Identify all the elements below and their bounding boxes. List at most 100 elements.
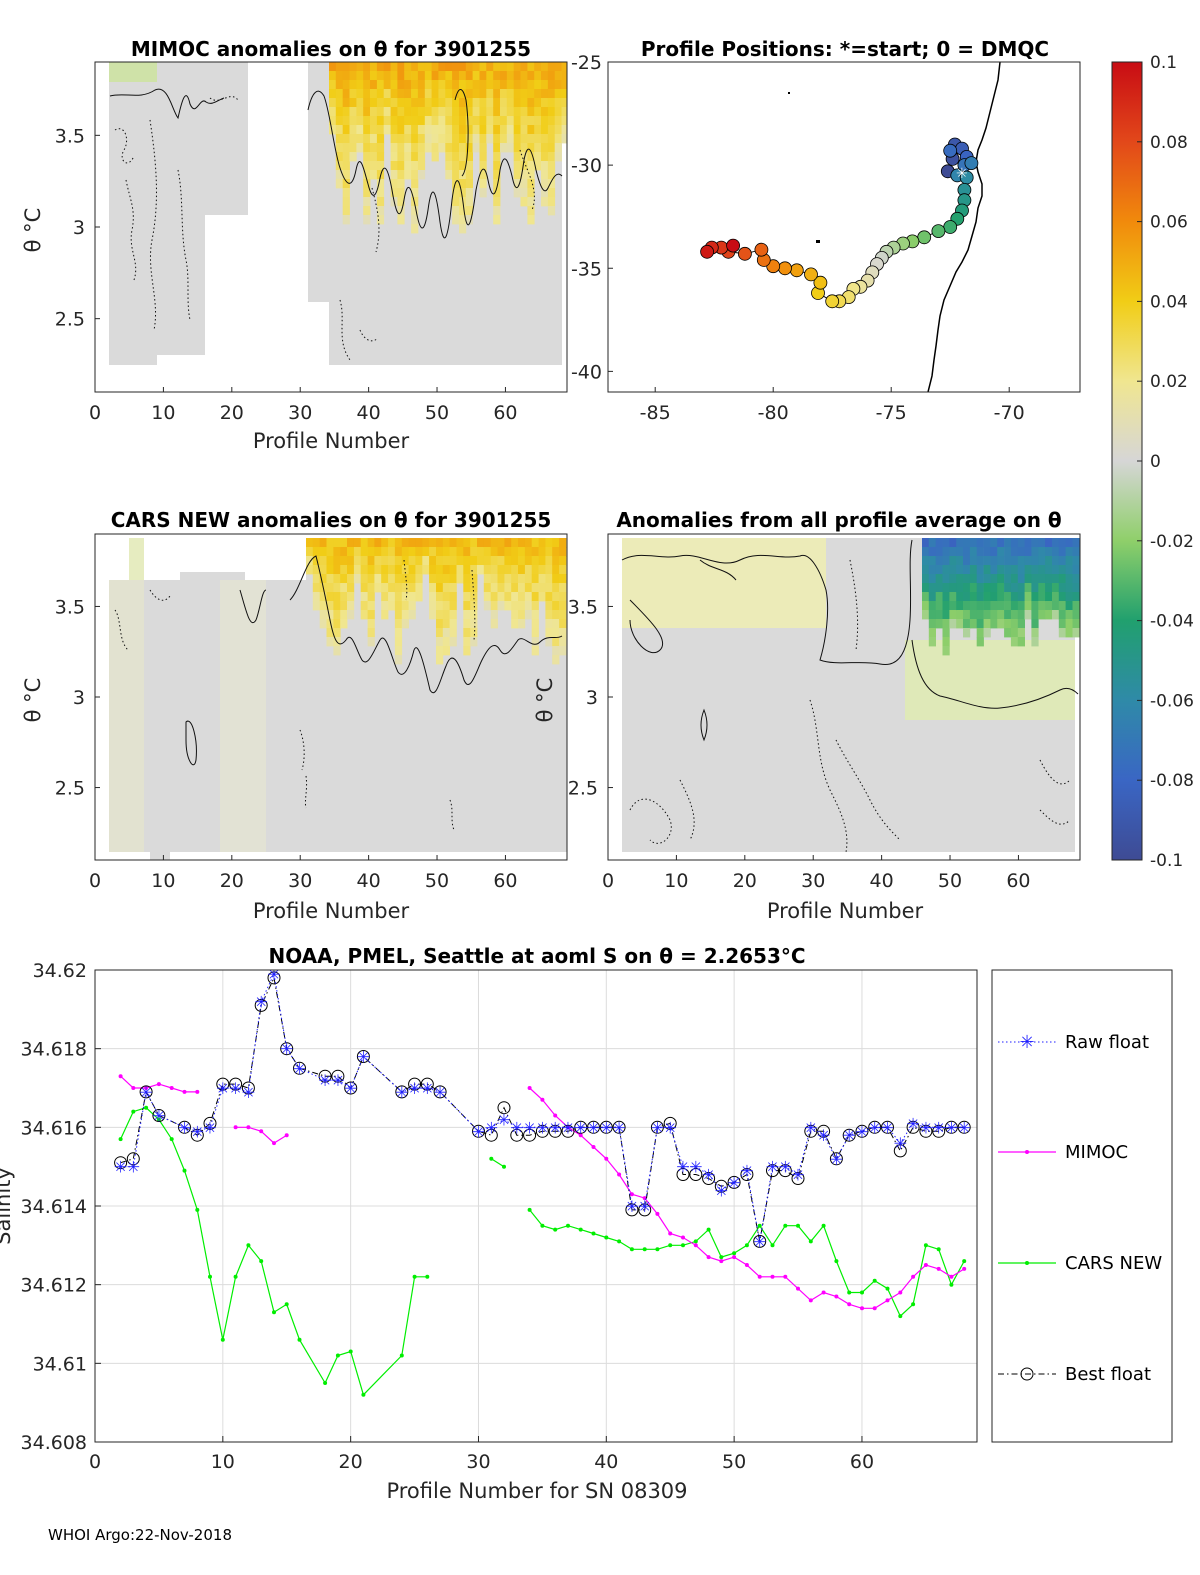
mimoc-xtick-label: 0 — [89, 402, 101, 424]
mimoc-warm-cell — [479, 134, 487, 144]
avg-cold-cell — [1052, 601, 1060, 611]
cars-warm-cell — [456, 556, 464, 566]
cars-warm-cell — [374, 538, 382, 548]
avg-cold-cell — [983, 538, 991, 548]
mimoc-warm-cell — [397, 161, 405, 171]
avg-cold-cell — [1031, 619, 1039, 629]
mimoc-warm-cell — [472, 134, 480, 144]
mimoc-warm-cell — [459, 116, 467, 126]
mimoc-point — [578, 1133, 583, 1138]
mimoc-point — [783, 1274, 788, 1279]
cars-warm-cell — [353, 565, 362, 575]
mimoc-warm-cell — [342, 134, 350, 144]
profile-position-marker — [754, 242, 769, 257]
cars-warm-cell — [470, 556, 478, 566]
cars-new-point — [693, 1239, 698, 1244]
avg-cold-cell — [949, 565, 957, 575]
cars-warm-cell — [470, 619, 478, 629]
cars-warm-cell — [415, 538, 423, 548]
mimoc-warm-cell — [486, 80, 494, 90]
avg-cold-cell — [949, 592, 957, 602]
mimoc-warm-cell — [342, 71, 350, 81]
cars-warm-cell — [347, 601, 355, 611]
raw-float-point: ✳ — [919, 1118, 932, 1137]
mimoc-warm-cell — [370, 80, 378, 90]
avg-cold-cell — [990, 565, 998, 575]
avg-cold-cell — [983, 592, 991, 602]
avg-cold-cell — [942, 601, 950, 611]
raw-float-point: ✳ — [203, 1118, 216, 1137]
mimoc-warm-cell — [465, 89, 473, 99]
mimoc-xtick-label: 40 — [357, 402, 381, 424]
best-float-point — [766, 1164, 779, 1178]
mimoc-warm-cell — [506, 116, 514, 126]
mimoc-warm-cell — [376, 80, 385, 90]
avg-cold-cell — [935, 610, 943, 620]
mimoc-point — [693, 1243, 698, 1248]
cars-cell-block — [109, 580, 144, 852]
avg-cold-cell — [949, 610, 957, 620]
mimoc-warm-cell — [534, 71, 542, 81]
cars-warm-cell — [545, 601, 553, 611]
raw-float-point: ✳ — [663, 1118, 676, 1137]
mimoc-warm-cell — [431, 152, 439, 162]
raw-float-point: ✳ — [817, 1126, 830, 1145]
avg-cold-cell — [1058, 583, 1066, 593]
mimoc-warm-cell — [527, 62, 535, 72]
cars-warm-cell — [545, 619, 553, 629]
mimoc-warm-cell — [513, 161, 521, 171]
avg-cold-cell — [976, 574, 984, 584]
cars-warm-cell — [429, 547, 437, 557]
cars-warm-cell — [442, 547, 450, 557]
avg-cold-cell — [1017, 592, 1025, 602]
cars-new-point — [131, 1109, 136, 1114]
avg-cold-cell — [1045, 610, 1053, 620]
cars-warm-cell — [381, 538, 389, 548]
cars-warm-cell — [408, 583, 416, 593]
cars-warm-cell — [511, 547, 519, 557]
mimoc-warm-cell — [376, 134, 385, 144]
mimoc-point — [770, 1274, 775, 1279]
avg-cold-cell — [997, 565, 1005, 575]
cars-warm-cell — [319, 538, 327, 548]
avg-y-ticks: 3.5 3 2.5 — [568, 596, 613, 800]
cars-warm-cell — [463, 574, 471, 584]
mimoc-warm-cell — [424, 98, 432, 108]
mimoc-warm-cell — [547, 206, 556, 216]
mimoc-warm-cell — [390, 170, 398, 180]
mimoc-warm-cell — [363, 80, 371, 90]
mimoc-warm-cell — [520, 170, 528, 180]
mimoc-warm-cell — [459, 224, 467, 234]
mimoc-warm-cell — [500, 125, 508, 135]
cars-dotted-line — [114, 609, 129, 651]
legend-cars-label: CARS NEW — [1065, 1253, 1162, 1274]
cars-xtick-label: 10 — [151, 870, 175, 892]
cars-warm-cell — [394, 556, 403, 566]
mimoc-warm-cell — [547, 197, 556, 207]
mimoc-warm-cell — [452, 215, 460, 225]
mimoc-point — [923, 1263, 928, 1267]
mimoc-warm-cell — [417, 143, 426, 153]
mimoc-warm-cell — [541, 107, 549, 117]
cars-warm-cell — [388, 565, 396, 575]
cars-new-point — [156, 1117, 161, 1122]
cars-warm-cell — [497, 547, 505, 557]
avg-ylabel: θ °C — [533, 678, 557, 723]
mimoc-warm-cell — [493, 161, 501, 171]
avg-cold-cell — [976, 565, 984, 575]
avg-cold-cell — [997, 610, 1005, 620]
mimoc-warm-cell — [349, 98, 357, 108]
cars-warm-cell — [367, 565, 375, 575]
mimoc-warm-cell — [465, 134, 473, 144]
mimoc-warm-cell — [417, 98, 426, 108]
cars-warm-cell — [545, 547, 553, 557]
cars-x-ticks: 0 10 20 30 40 50 60 — [89, 855, 518, 892]
cars-warm-cell — [511, 556, 519, 566]
best-float-point — [331, 1069, 345, 1083]
cars-warm-cell — [436, 655, 444, 665]
colorbar-tick-label: -0.04 — [1150, 612, 1194, 632]
raw-float-point: ✳ — [804, 1118, 817, 1137]
cars-warm-cell — [374, 574, 382, 584]
cars-warm-cell — [511, 601, 519, 611]
avg-cold-cell — [956, 610, 964, 620]
